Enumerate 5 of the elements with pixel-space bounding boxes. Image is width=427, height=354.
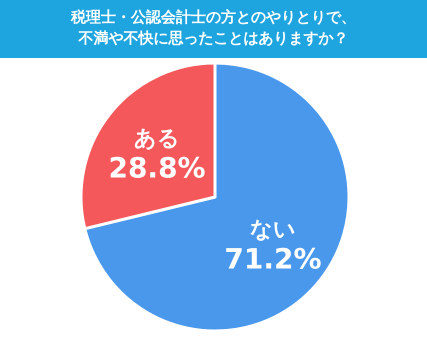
slice-label: ない xyxy=(250,218,296,243)
data-label: 28.8% xyxy=(108,151,206,184)
chart-title: 税理士・公認会計士の方とのやりとりで、不満や不快に思ったことはありますか？ xyxy=(70,7,357,49)
slice-label: ある xyxy=(134,126,180,152)
data-label: 71.2% xyxy=(224,242,322,276)
